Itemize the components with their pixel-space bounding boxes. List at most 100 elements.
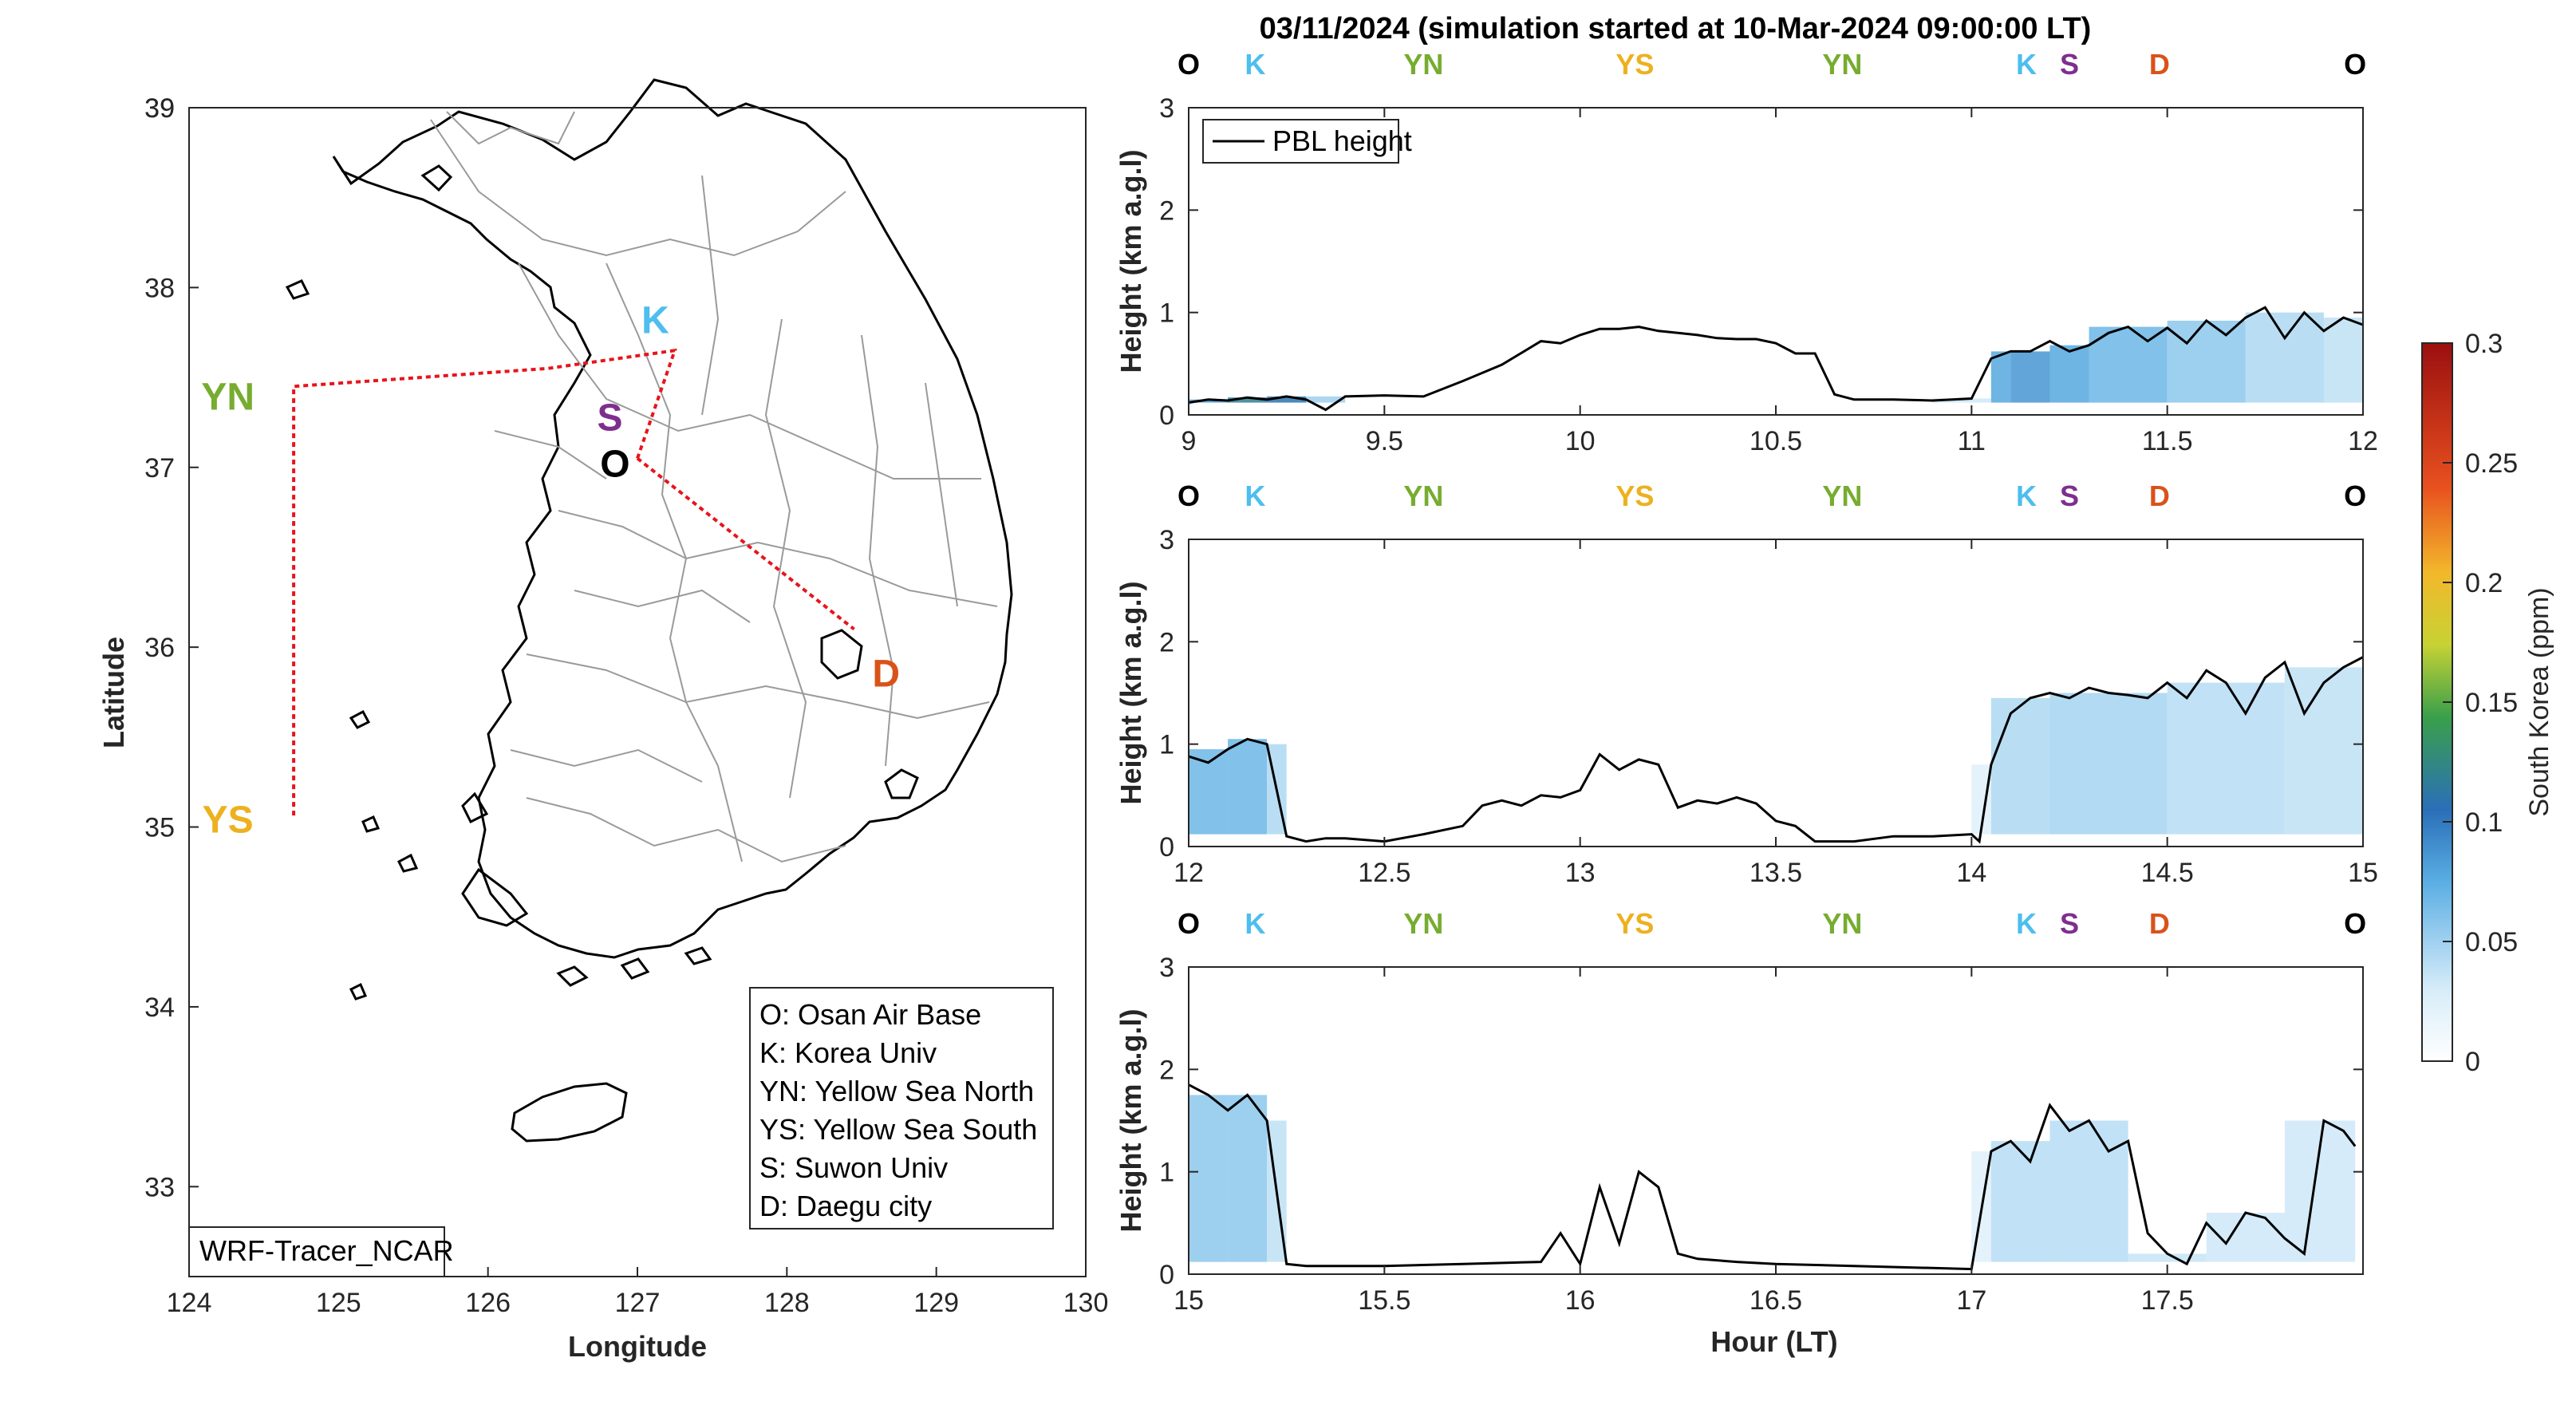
route-label-k: K xyxy=(2016,48,2037,81)
site-legend-item: O: Osan Air Base xyxy=(759,998,981,1031)
map-ytick-label: 35 xyxy=(144,813,175,843)
map-site-s: S xyxy=(598,397,623,439)
pbl-height-line xyxy=(1188,1083,2357,1271)
ytick-label: 0 xyxy=(1159,832,1174,862)
map-ytick-label: 34 xyxy=(144,993,175,1023)
tracer-column xyxy=(1228,739,1268,835)
map-panel: O K YN YS S D 124 125 126 127 128 129 130 33 34 35 36 37… xyxy=(97,78,1109,1363)
colorbar-label: South Korea (ppm) xyxy=(2524,587,2554,816)
route-label-d: D xyxy=(2149,480,2170,512)
route-label-s: S xyxy=(2060,907,2079,940)
panel-axes-frame xyxy=(1188,966,2364,1275)
colorbar-ticks: 0 0.05 0.1 0.15 0.2 0.25 0.3 xyxy=(2443,329,2518,1077)
ytick-label: 1 xyxy=(1159,1158,1174,1188)
route-label-o: O xyxy=(1178,907,1200,940)
panel-3: 15 15.5 16 16.5 17 17.5 0 1 2 3 Height (km a.g.l) O… xyxy=(1114,907,2366,1316)
xtick-label: 13.5 xyxy=(1750,858,1802,888)
xtick-label: 17.5 xyxy=(2141,1285,2194,1316)
model-label: WRF-Tracer_NCAR xyxy=(199,1234,454,1267)
tracer-column xyxy=(2049,1120,2128,1262)
tracer-column xyxy=(1189,1095,1229,1262)
tracer-column xyxy=(2049,693,2168,835)
route-label-s: S xyxy=(2060,480,2079,512)
xtick-label: 13 xyxy=(1565,858,1596,888)
route-label-yn: YN xyxy=(1822,907,1862,940)
tracer-column xyxy=(1306,396,1346,403)
route-label-k: K xyxy=(1245,480,1265,512)
tracer-column xyxy=(1990,697,2050,835)
tracer-column xyxy=(2010,351,2050,403)
colorbar-tick-label: 0.25 xyxy=(2465,448,2518,479)
ytick-label: 0 xyxy=(1159,401,1174,431)
timeseries-xlabel: Hour (LT) xyxy=(1710,1325,1837,1358)
xtick-label: 9 xyxy=(1181,426,1197,456)
tracer-column xyxy=(2245,312,2324,403)
colorbar-tick-label: 0.1 xyxy=(2465,807,2503,838)
route-label-o: O xyxy=(2344,480,2366,512)
route-label-k: K xyxy=(1245,907,1265,940)
site-legend-item: S: Suwon Univ xyxy=(759,1151,948,1184)
xtick-label: 12 xyxy=(1174,858,1204,888)
colorbar: 0 0.05 0.1 0.15 0.2 0.25 0.3 South Korea (ppm) xyxy=(2421,329,2554,1077)
xtick-label: 10.5 xyxy=(1750,426,1802,456)
route-label-k: K xyxy=(2016,907,2037,940)
route-branch-line xyxy=(636,456,855,631)
xtick-label: 12 xyxy=(2348,426,2378,456)
ytick-label: 3 xyxy=(1159,93,1174,124)
map-xtick-label: 127 xyxy=(615,1288,661,1318)
site-legend-item: YN: Yellow Sea North xyxy=(759,1075,1034,1107)
route-main-line xyxy=(292,348,677,819)
map-ylabel: Latitude xyxy=(97,637,130,748)
map-xtick-label: 124 xyxy=(167,1288,212,1318)
xtick-label: 9.5 xyxy=(1366,426,1403,456)
map-site-o: O xyxy=(600,444,629,486)
route-label-d: D xyxy=(2149,48,2170,81)
map-ytick-label: 39 xyxy=(144,93,175,124)
korea-coastline xyxy=(285,78,1013,1143)
tracer-column xyxy=(2323,318,2363,403)
tracer-column xyxy=(1189,399,1229,403)
map-site-labels: O K YN YS S D xyxy=(201,299,900,841)
ytick-label: 2 xyxy=(1159,195,1174,226)
tracer-column xyxy=(1228,1095,1268,1262)
route-label-o: O xyxy=(1178,480,1200,512)
pbl-height-line xyxy=(1188,306,2364,412)
tracer-column xyxy=(1990,351,2011,403)
ytick-label: 2 xyxy=(1159,627,1174,657)
model-label-box xyxy=(188,1226,445,1277)
xtick-label: 14.5 xyxy=(2141,858,2194,888)
xtick-label: 15 xyxy=(1174,1285,1204,1316)
route-label-k: K xyxy=(1245,48,1265,81)
figure-title: 03/11/2024 (simulation started at 10-Mar… xyxy=(1260,12,2092,45)
map-ytick-label: 33 xyxy=(144,1172,175,1202)
xtick-label: 10 xyxy=(1565,426,1596,456)
route-label-o: O xyxy=(1178,48,1200,81)
map-xtick-label: 126 xyxy=(465,1288,511,1318)
xtick-label: 11 xyxy=(1958,426,1986,456)
map-site-yn: YN xyxy=(201,377,254,419)
xtick-label: 15 xyxy=(2348,858,2378,888)
colorbar-tick-label: 0.15 xyxy=(2465,688,2518,718)
xtick-label: 16.5 xyxy=(1750,1285,1802,1316)
tracer-column xyxy=(1990,1141,2050,1262)
xtick-label: 12.5 xyxy=(1358,858,1410,888)
ytick-label: 3 xyxy=(1159,525,1174,555)
xtick-label: 16 xyxy=(1565,1285,1596,1316)
tracer-column xyxy=(2167,682,2285,835)
route-label-ys: YS xyxy=(1615,48,1654,81)
map-xtick-label: 130 xyxy=(1063,1288,1109,1318)
ytick-label: 0 xyxy=(1159,1260,1174,1290)
route-label-o: O xyxy=(2344,907,2366,940)
ytick-label: 3 xyxy=(1159,953,1174,983)
route-label-yn: YN xyxy=(1822,48,1862,81)
route-label-yn: YN xyxy=(1403,480,1443,512)
colorbar-tick-label: 0 xyxy=(2465,1047,2480,1077)
ytick-label: 2 xyxy=(1159,1055,1174,1085)
ytick-label: 1 xyxy=(1159,298,1174,329)
map-site-ys: YS xyxy=(203,799,254,841)
site-legend-item: YS: Yellow Sea South xyxy=(759,1113,1037,1146)
route-label-k: K xyxy=(2016,480,2037,512)
